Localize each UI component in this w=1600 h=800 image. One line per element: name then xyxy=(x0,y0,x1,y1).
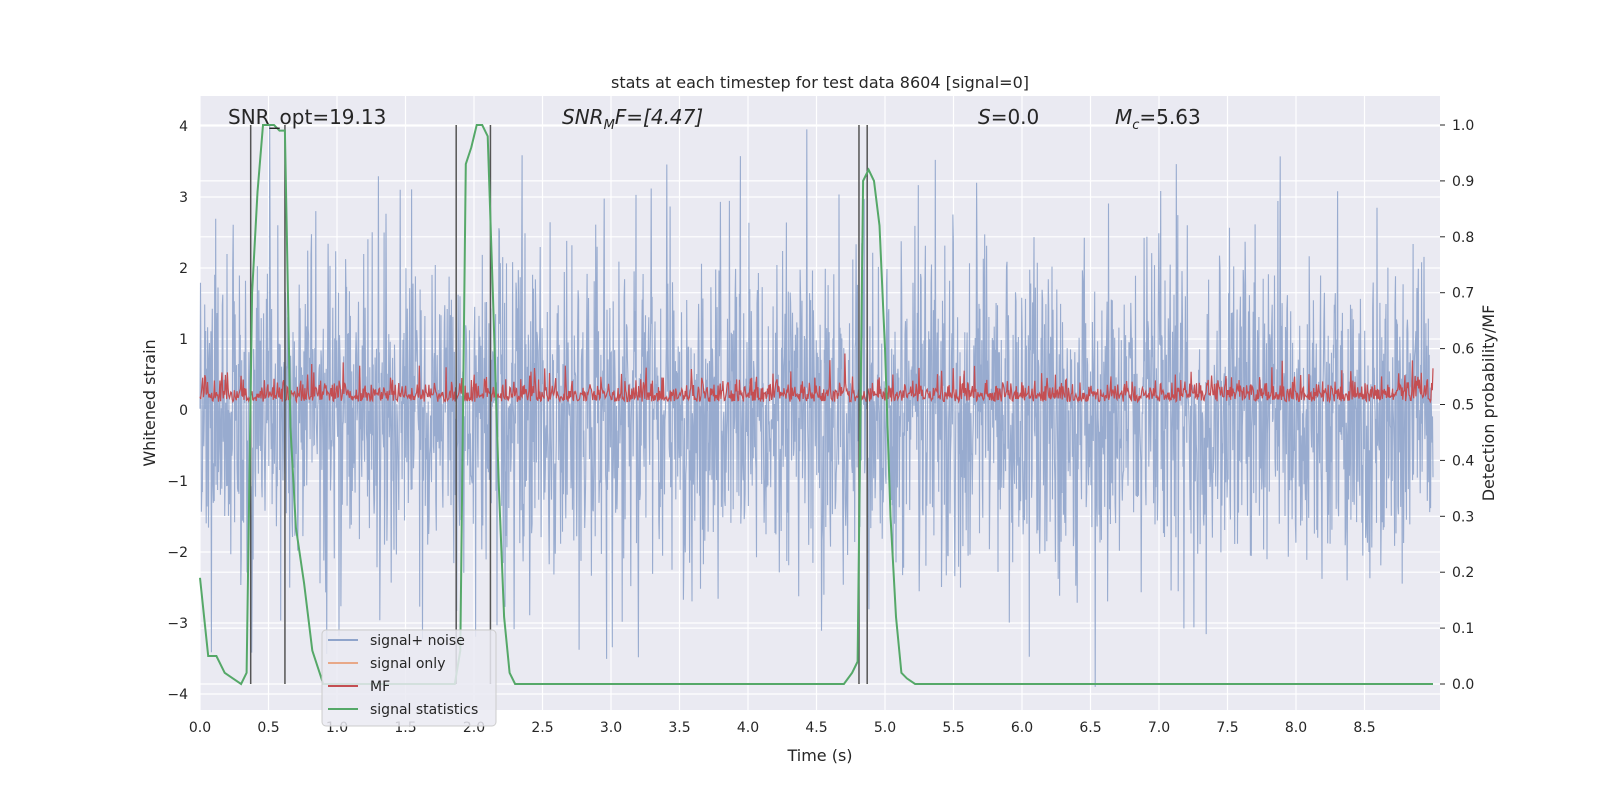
y2-tick-label: 0.8 xyxy=(1452,230,1474,246)
y2-tick-label: 0.4 xyxy=(1452,453,1474,469)
y2-tick-label: 0.0 xyxy=(1452,677,1474,693)
s-annotation: S=0.0 xyxy=(978,105,1039,129)
y2-tick-labels: 1.0 0.9 0.8 0.7 0.6 0.5 0.4 0.3 0.2 0.1 0.0 xyxy=(1440,118,1474,693)
mc-annotation: Mc=5.63 xyxy=(1115,105,1201,133)
x-tick-label: 4.5 xyxy=(805,720,827,736)
x-tick-label: 2.5 xyxy=(531,720,553,736)
y2-tick-label: 0.2 xyxy=(1452,565,1474,581)
y-tick-label: 3 xyxy=(179,190,188,206)
y-tick-labels: 4 3 2 1 0 −1 −2 −3 −4 xyxy=(167,119,188,703)
snr-mf-annotation: SNRMF=[4.47] xyxy=(562,105,703,133)
x-tick-label: 6.5 xyxy=(1079,720,1101,736)
y2-tick-label: 0.6 xyxy=(1452,342,1474,358)
y2-tick-label: 0.7 xyxy=(1452,286,1474,302)
y-tick-label: 4 xyxy=(179,119,188,135)
y2-tick-label: 0.1 xyxy=(1452,621,1474,637)
y2-tick-label: 1.0 xyxy=(1452,118,1474,134)
x-tick-labels: 0.0 0.5 1.0 1.5 2.0 2.5 3.0 3.5 4.0 4.5 5.0 5.5 6.0 6… xyxy=(189,720,1376,736)
x-tick-label: 5.0 xyxy=(874,720,896,736)
signal-statistics-series xyxy=(199,124,1433,686)
y2-tick-label: 0.5 xyxy=(1452,398,1474,414)
y-tick-label: 1 xyxy=(179,332,188,348)
y-tick-label: −4 xyxy=(167,687,188,703)
x-tick-label: 0.0 xyxy=(189,720,211,736)
y-tick-label: 0 xyxy=(179,403,188,419)
x-tick-label: 3.5 xyxy=(668,720,690,736)
legend-label-signal-statistics: signal statistics xyxy=(370,702,478,718)
x-tick-label: 8.5 xyxy=(1353,720,1375,736)
x-tick-label: 7.0 xyxy=(1148,720,1170,736)
mf-line xyxy=(199,353,1434,404)
x-tick-label: 7.5 xyxy=(1216,720,1238,736)
x-tick-label: 4.0 xyxy=(737,720,759,736)
legend-box xyxy=(321,629,497,727)
x-tick-label: 8.0 xyxy=(1285,720,1307,736)
y-tick-label: −1 xyxy=(167,474,188,490)
y2-axis-label: Detection probability/MF xyxy=(1479,305,1498,502)
y2-tick-label: 0.9 xyxy=(1452,174,1474,190)
x-tick-label: 3.0 xyxy=(600,720,622,736)
x-tick-label: 5.5 xyxy=(942,720,964,736)
snr-opt-annotation: SNR_opt=19.13 xyxy=(228,105,386,129)
signal-noise-line xyxy=(199,125,1434,687)
legend: signal+ noise signal only MF signal stat… xyxy=(321,629,497,727)
mf-series xyxy=(199,353,1434,404)
y-tick-label: −2 xyxy=(167,545,188,561)
legend-label-signal-noise: signal+ noise xyxy=(370,633,465,649)
y-tick-label: 2 xyxy=(179,261,188,277)
legend-label-signal-only: signal only xyxy=(370,656,445,672)
x-tick-label: 0.5 xyxy=(257,720,279,736)
y-axis-label: Whitened strain xyxy=(140,339,159,466)
x-tick-label: 6.0 xyxy=(1011,720,1033,736)
signal-noise-series xyxy=(199,125,1434,687)
chart-title: stats at each timestep for test data 860… xyxy=(611,73,1029,92)
x-axis-label: Time (s) xyxy=(786,746,852,765)
y-tick-label: −3 xyxy=(167,616,188,632)
legend-label-mf: MF xyxy=(370,679,390,695)
y2-tick-label: 0.3 xyxy=(1452,509,1474,525)
signal-statistics-line xyxy=(199,124,1433,686)
